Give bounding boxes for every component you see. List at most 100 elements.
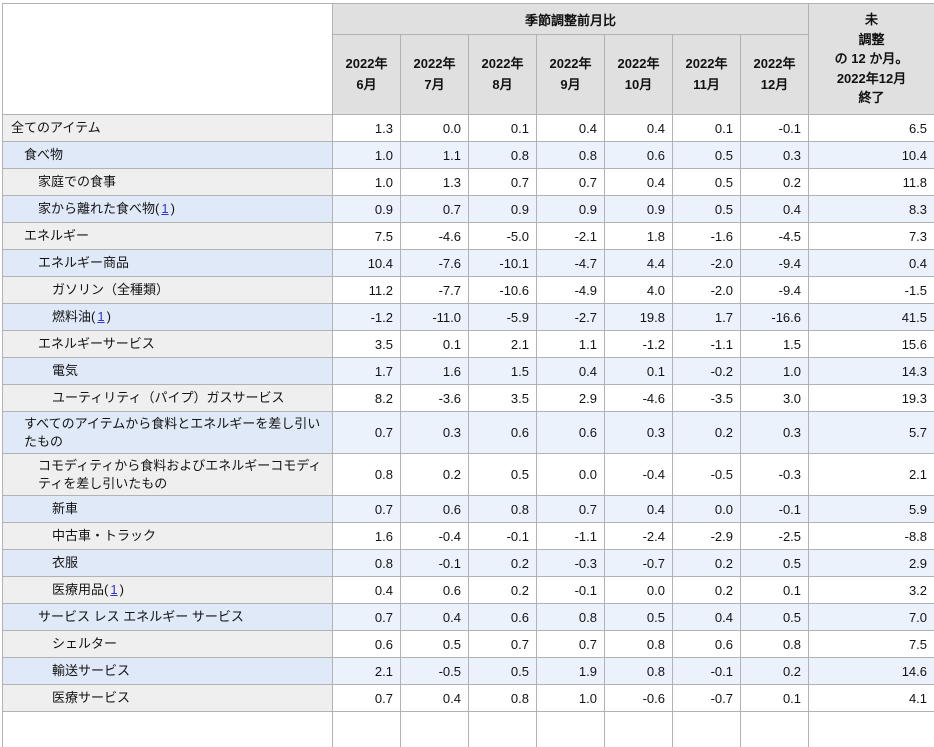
monthly-value-cell: 0.5 [672,168,741,196]
row-label: 医療サービス [2,684,333,713]
row-label-text: ガソリン（全種類） [52,282,170,298]
monthly-value-cell: -2.9 [672,522,741,551]
monthly-value-cell: -3.5 [672,384,741,412]
row-label-text: シェルター [52,636,118,652]
row-label: コモディティから食料およびエネルギーコモディティを差し引いたもの [2,453,333,497]
annual-value-cell: 10.4 [808,141,934,169]
footnote-link[interactable]: 1 [97,309,105,325]
monthly-value-cell: 0.5 [604,603,673,632]
annual-value-cell: 2.9 [808,549,934,578]
annual-value-cell: 7.3 [808,222,934,250]
monthly-value-cell: -4.7 [536,249,605,277]
monthly-value-cell: 0.4 [536,357,605,385]
col-header-2022-10: 2022年 10月 [604,34,673,115]
monthly-value-cell: -9.4 [739,276,810,304]
monthly-value-cell: 0.4 [536,114,605,142]
monthly-value-cell: 0.5 [672,141,741,169]
row-label-text: 食べ物 [24,147,64,163]
footnote-link[interactable]: 1 [161,201,169,217]
monthly-value-cell: 0.7 [536,495,605,524]
monthly-value-cell: -0.1 [468,522,537,551]
table-row: 新車 0.7 0.6 0.8 0.7 0.4 0.0 -0.1 5.9 [2,495,934,524]
cpi-monthly-table: 季節調整前月比 未 調整 の 12 か月。 2022年12月 終了 2022年 … [2,3,934,747]
monthly-value-cell: 0.5 [468,657,537,686]
monthly-value-cell: -9.4 [739,249,810,277]
monthly-value-cell: -4.6 [604,384,673,412]
monthly-value-cell: -0.7 [672,684,741,713]
row-label: 家から離れた食べ物(1) [2,195,333,223]
row-label: シェルター [2,630,333,659]
monthly-value-cell: -2.4 [604,522,673,551]
monthly-value-cell: -0.1 [739,114,810,142]
monthly-value-cell: 1.7 [672,303,741,331]
monthly-value-cell: 0.6 [604,141,673,169]
monthly-value-cell: -2.0 [672,249,741,277]
monthly-value-cell: 3.0 [739,384,810,412]
monthly-value-cell: 0.1 [604,357,673,385]
monthly-value-cell: 0.9 [332,195,401,223]
monthly-value-cell: 0.2 [739,168,810,196]
monthly-value-cell: 0.7 [332,603,401,632]
row-label: エネルギー [2,222,333,250]
monthly-value-cell: 3.5 [468,384,537,412]
table-row: ガソリン（全種類） 11.2 -7.7 -10.6 -4.9 4.0 -2.0 -9.4 -1.… [2,276,934,304]
monthly-value-cell: -0.4 [604,453,673,497]
annual-value-cell: 7.5 [808,630,934,659]
monthly-value-cell: -2.7 [536,303,605,331]
table-row: 電気 1.7 1.6 1.5 0.4 0.1 -0.2 1.0 14.3 [2,357,934,385]
annual-value-cell: 8.3 [808,195,934,223]
corner-header-cell [2,3,333,115]
monthly-value-cell: -4.9 [536,276,605,304]
monthly-value-cell: 0.4 [400,603,469,632]
monthly-value-cell: 0.9 [604,195,673,223]
table-row: 家から離れた食べ物(1) 0.9 0.7 0.9 0.9 0.9 0.5 0.4 8.3 [2,195,934,223]
monthly-value-cell: 1.1 [536,330,605,358]
month-header-row: 2022年 6月 2022年 7月 2022年 8月 2022年 9月 2022… [3,34,934,115]
table-row: 医療サービス 0.7 0.4 0.8 1.0 -0.6 -0.7 0.1 4.1 [2,684,934,713]
monthly-value-cell: 0.6 [672,630,741,659]
monthly-value-cell: -0.2 [672,357,741,385]
monthly-value-cell: 0.5 [468,453,537,497]
table-row: 燃料油(1) -1.2 -11.0 -5.9 -2.7 19.8 1.7 -16.6 41.5 [2,303,934,331]
monthly-value-cell: 0.5 [739,549,810,578]
monthly-value-cell: 7.5 [332,222,401,250]
monthly-value-cell: -0.1 [672,657,741,686]
monthly-value-cell: 0.8 [604,657,673,686]
monthly-value-cell: 0.7 [468,630,537,659]
table-row: 中古車・トラック 1.6 -0.4 -0.1 -1.1 -2.4 -2.9 -2.5 -8.8 [2,522,934,551]
monthly-value-cell: 1.6 [400,357,469,385]
monthly-value-cell: 0.7 [332,410,401,455]
row-label: 食べ物 [2,141,333,169]
monthly-value-cell: 1.5 [468,357,537,385]
annual-value-cell: 19.3 [808,384,934,412]
table-row: コモディティから食料およびエネルギーコモディティを差し引いたもの 0.8 0.2 0.… [2,453,934,497]
monthly-value-cell: 0.6 [400,576,469,605]
monthly-value-cell: 0.0 [536,453,605,497]
monthly-value-cell: 0.0 [604,576,673,605]
row-label: 医療用品(1) [2,576,333,605]
monthly-value-cell: 0.8 [332,453,401,497]
monthly-value-cell: -2.5 [739,522,810,551]
table-row: 食べ物 1.0 1.1 0.8 0.8 0.6 0.5 0.3 10.4 [2,141,934,169]
monthly-value-cell: 1.0 [536,684,605,713]
table-row: 家庭での食事 1.0 1.3 0.7 0.7 0.4 0.5 0.2 11.8 [2,168,934,196]
monthly-value-cell: 0.7 [536,630,605,659]
row-label-text: すべてのアイテムから食料とエネルギーを差し引いたもの [24,416,321,449]
annual-value-cell: 3.2 [808,576,934,605]
table-row: 全てのアイテム 1.3 0.0 0.1 0.4 0.4 0.1 -0.1 6.5 [2,114,934,142]
footnote-link[interactable]: 1 [110,582,118,598]
monthly-value-cell: 0.9 [536,195,605,223]
monthly-value-cell: 0.2 [672,410,741,455]
monthly-value-cell: 0.8 [739,630,810,659]
row-label-text: 新車 [52,501,79,517]
monthly-value-cell: 0.0 [672,495,741,524]
annual-value-cell: 4.1 [808,684,934,713]
monthly-value-cell: 0.8 [332,549,401,578]
monthly-value-cell: 4.0 [604,276,673,304]
monthly-value-cell: -2.1 [536,222,605,250]
table-row: ユーティリティ（パイプ）ガスサービス 8.2 -3.6 3.5 2.9 -4.6 -3.5 3… [2,384,934,412]
monthly-value-cell: -2.0 [672,276,741,304]
monthly-value-cell: 1.9 [536,657,605,686]
table-body: 全てのアイテム 1.3 0.0 0.1 0.4 0.4 0.1 -0.1 6.5 食べ物 1.0 1.… [2,114,934,747]
monthly-value-cell: -4.5 [739,222,810,250]
